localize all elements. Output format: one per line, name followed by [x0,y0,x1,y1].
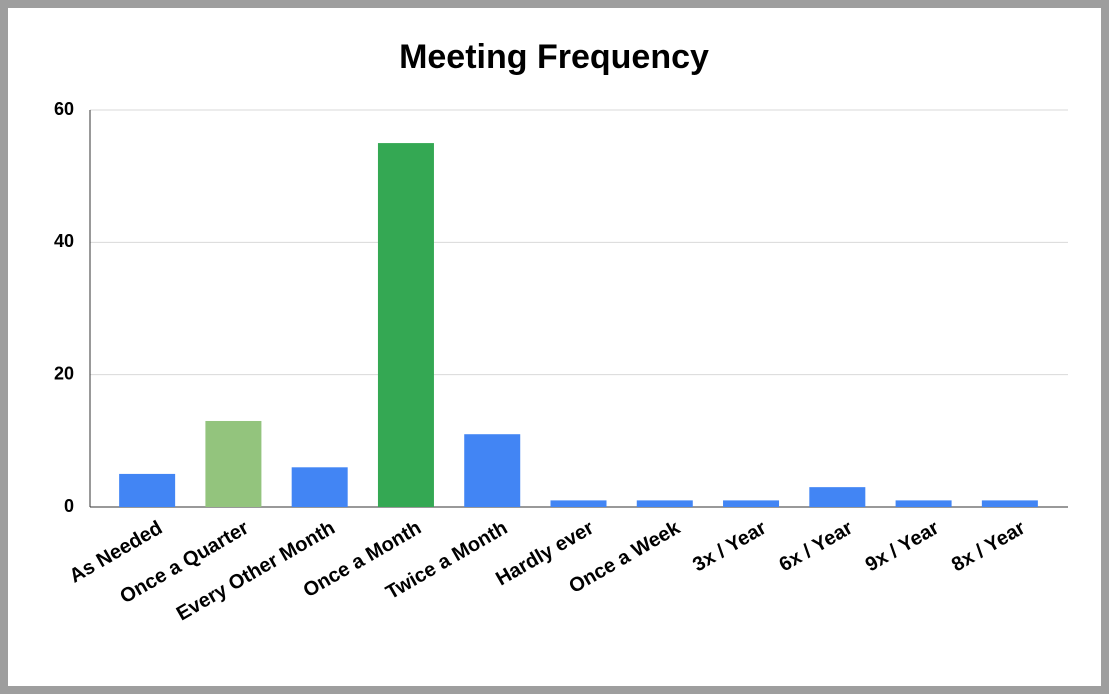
bar [723,500,780,507]
y-tick-label: 60 [54,99,74,119]
bar [636,500,693,507]
bar [377,143,434,508]
bar [550,500,607,507]
bar [809,487,866,507]
y-tick-label: 20 [54,363,74,383]
bar [291,467,348,507]
bar [205,420,262,507]
bar [895,500,952,507]
y-tick-label: 0 [64,496,74,516]
chart-title: Meeting Frequency [399,38,709,76]
bar [464,434,521,507]
y-tick-label: 40 [54,231,74,251]
bar [981,500,1038,507]
bar [119,473,176,507]
